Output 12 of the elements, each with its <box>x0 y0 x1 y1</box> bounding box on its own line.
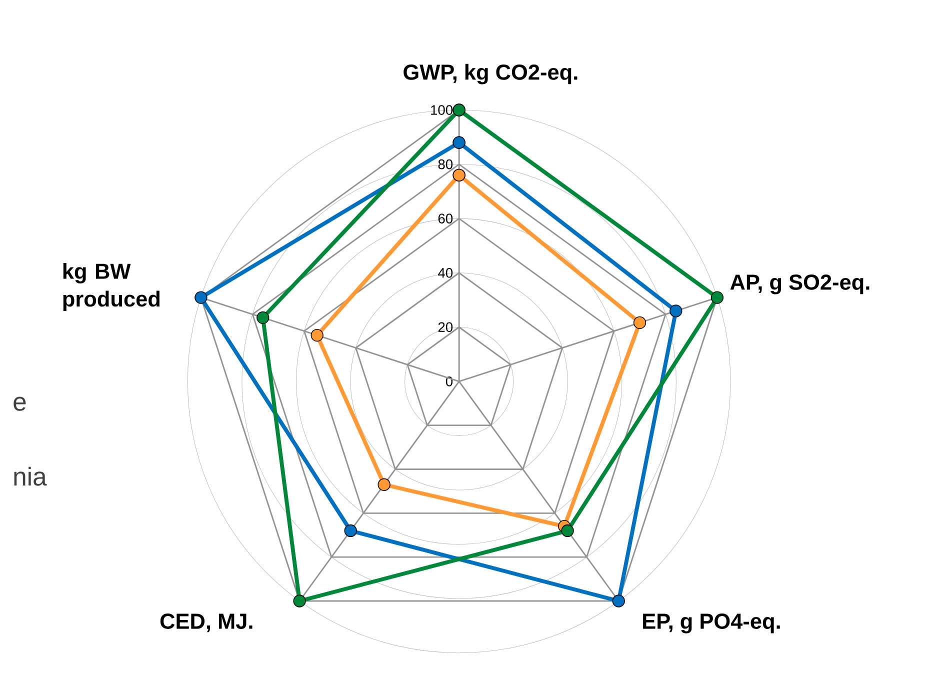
y-tick-label: 80 <box>438 159 453 170</box>
y-tick-label: 40 <box>438 268 453 278</box>
spoke-label: EP, g PO4-eq. <box>643 614 780 634</box>
spoke-label: CED, MJ. <box>160 614 252 632</box>
y-tick-label: 60 <box>438 214 453 224</box>
spoke-label: GWP, kg CO2-eq. <box>404 64 578 84</box>
text: e <box>14 396 26 411</box>
spoke-label: AP, g SO2-eq. <box>730 274 870 294</box>
spoke-label: kg BW produced <box>63 263 160 312</box>
text: nia <box>14 466 47 486</box>
y-tick-label: 100 <box>431 105 453 115</box>
y-tick-label: 20 <box>438 322 453 332</box>
